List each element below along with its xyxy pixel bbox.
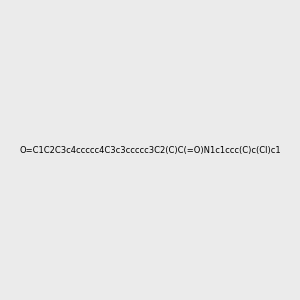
Text: O=C1C2C3c4ccccc4C3c3ccccc3C2(C)C(=O)N1c1ccc(C)c(Cl)c1: O=C1C2C3c4ccccc4C3c3ccccc3C2(C)C(=O)N1c1… — [19, 146, 281, 154]
